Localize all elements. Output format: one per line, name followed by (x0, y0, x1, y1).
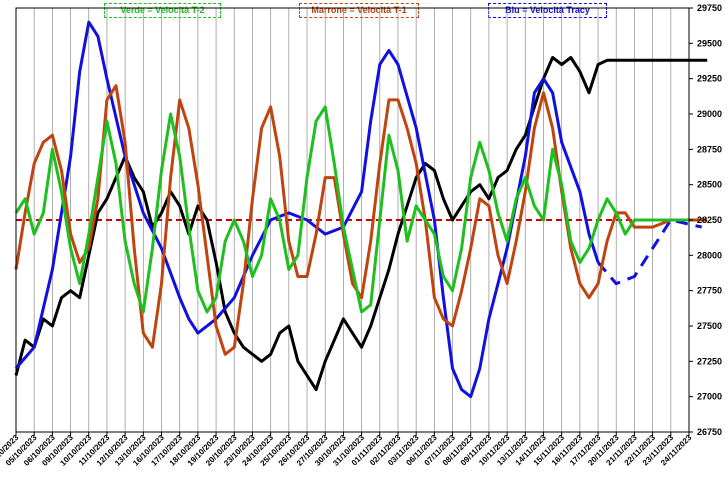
y-tick-label: 29750 (697, 3, 722, 13)
y-tick-label: 28500 (697, 180, 722, 190)
legend-blu-label: Blu = Velocità Tracy (505, 5, 590, 15)
series-line-1 (14, 20, 600, 399)
series-line-2 (596, 218, 703, 286)
legend-verde: Verde = Velocità T-2 (104, 3, 221, 18)
y-tick-label: 27750 (697, 286, 722, 296)
legend-blu: Blu = Velocità Tracy (488, 3, 607, 18)
legend-marrone: Marrone = Velocità T-1 (299, 3, 419, 18)
y-tick-label: 27000 (697, 392, 722, 402)
legend-verde-label: Verde = Velocità T-2 (120, 5, 205, 15)
y-tick-label: 28750 (697, 144, 722, 154)
y-tick-label: 27250 (697, 356, 722, 366)
y-tick-label: 29000 (697, 109, 722, 119)
series-line-0 (14, 56, 708, 392)
series-group (14, 20, 708, 399)
y-tick-label: 29500 (697, 38, 722, 48)
y-axis: 26750 27000 27250 27500 27750 28000 28250 28500… (689, 3, 722, 437)
series-line-4 (14, 105, 689, 314)
y-tick-label: 29250 (697, 74, 722, 84)
y-tick-label: 28000 (697, 250, 722, 260)
x-axis: 04/10/202305/10/202306/10/202309/10/2023… (0, 432, 694, 468)
y-tick-label: 27500 (697, 321, 722, 331)
legend-marrone-label: Marrone = Velocità T-1 (311, 5, 407, 15)
y-tick-label: 26750 (697, 427, 722, 437)
y-tick-label: 28250 (697, 215, 722, 225)
